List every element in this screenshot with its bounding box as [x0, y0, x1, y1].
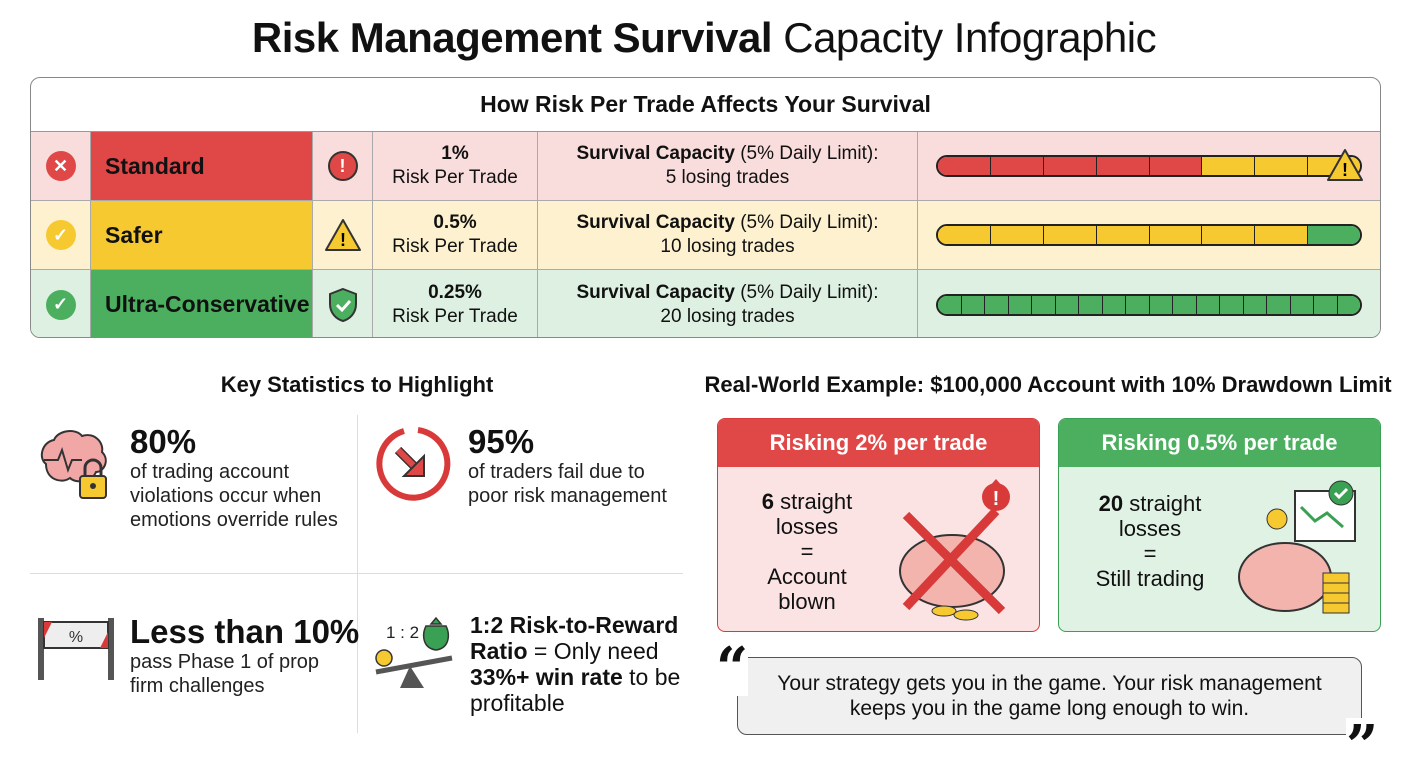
open-quote-icon: “ — [716, 635, 749, 701]
card-header: Risking 2% per trade — [718, 419, 1039, 467]
example-heading: Real-World Example: $100,000 Account wit… — [704, 372, 1392, 397]
table-row: ✕ Standard ! 1% Risk Per Trade Survival C… — [31, 132, 1380, 201]
bar-segment-green — [1079, 295, 1103, 314]
bar-segment-green — [1243, 295, 1267, 314]
divider — [357, 415, 358, 733]
stat-value: 95% — [468, 423, 535, 460]
risk-cell: 0.5% Risk Per Trade — [373, 201, 538, 269]
survival-bar — [936, 293, 1362, 316]
bar-segment-red — [990, 157, 1044, 175]
bar-segment-green — [1126, 295, 1150, 314]
bar-segment-green — [1290, 295, 1314, 314]
bar-segment-green — [1337, 295, 1360, 314]
stats-heading: Key Statistics to Highlight — [220, 372, 494, 397]
bar-segment-green — [1008, 295, 1032, 314]
bar-segment-green — [1314, 295, 1338, 314]
tier-label: Standard — [91, 132, 313, 200]
bar-segment-yellow — [1096, 226, 1150, 244]
bar-segment-green — [961, 295, 985, 314]
downward-arrow-circle-icon — [376, 427, 451, 501]
survival-bar-cell — [918, 201, 1380, 269]
bar-segment-yellow — [1202, 157, 1256, 175]
risk-cell: 1% Risk Per Trade — [373, 132, 538, 200]
svg-text:!: ! — [1342, 160, 1348, 180]
bar-segment-green — [1102, 295, 1126, 314]
survival-bar-cell: ! — [918, 132, 1380, 200]
bar-segment-yellow — [1255, 226, 1309, 244]
percent-banner-icon: % — [38, 618, 114, 680]
card-body: 6 straight losses = Account blown — [761, 489, 853, 614]
scale-money-icon: 1 : 2 — [375, 616, 453, 688]
bar-segment-red — [1096, 157, 1150, 175]
check-circle-icon: ✓ — [31, 201, 91, 269]
svg-text:%: % — [69, 629, 83, 646]
survival-bar — [936, 224, 1362, 246]
stat-less-than-10: % Less than 10% pass Phase 1 of prop firm… — [36, 614, 359, 698]
piggy-bank-coins-icon — [1238, 480, 1356, 614]
stat-text: of trading account violations occur when… — [130, 461, 338, 531]
tier-label: Ultra-Conservative — [91, 270, 313, 337]
check-circle-icon: ✓ — [31, 270, 91, 337]
exclamation-circle-icon: ! — [313, 132, 373, 200]
survival-cell: Survival Capacity (5% Daily Limit): 5 los… — [538, 132, 918, 200]
divider — [30, 573, 683, 574]
bar-segment-yellow — [990, 226, 1044, 244]
bar-segment-yellow — [1043, 226, 1097, 244]
bar-segment-red — [1043, 157, 1097, 175]
warning-triangle-icon: ! — [313, 201, 373, 269]
bar-segment-green — [1055, 295, 1079, 314]
quote-text: Your strategy gets you in the game. Your… — [777, 672, 1322, 720]
brain-lock-icon — [40, 430, 107, 499]
table-row: ✓ Safer ! 0.5% Risk Per Trade Survival Ca… — [31, 201, 1380, 270]
table-header: How Risk Per Trade Affects Your Survival — [31, 78, 1380, 132]
bar-segment-green — [1220, 295, 1244, 314]
card-risk-05: Risking 0.5% per trade 20 straight losses… — [1058, 418, 1381, 632]
stat-risk-reward: 1 : 2 1:2 Risk-to-Reward Ratio = Only ne… — [374, 612, 690, 716]
svg-text:!: ! — [340, 230, 346, 250]
card-risk-2: Risking 2% per trade 6 straight losses = Ac… — [717, 418, 1040, 632]
stat-text: of traders fail due to poor risk managem… — [468, 461, 667, 507]
svg-text:1 : 2: 1 : 2 — [386, 623, 419, 642]
page-title: Risk Management Survival Capacity Infogr… — [251, 14, 1157, 61]
bar-segment-yellow — [938, 226, 991, 244]
shield-check-icon — [313, 270, 373, 337]
survival-bar-cell — [918, 270, 1380, 337]
close-quote-icon: ” — [1346, 713, 1379, 779]
card-header: Risking 0.5% per trade — [1059, 419, 1380, 467]
bar-segment-green — [1308, 226, 1360, 244]
bar-segment-green — [1173, 295, 1197, 314]
stat-value: Less than 10% — [130, 613, 360, 650]
card-body: 20 straight losses = Still trading — [1095, 491, 1205, 591]
warning-triangle-icon: ! — [1326, 148, 1364, 187]
survival-bar — [936, 155, 1362, 177]
risk-table: How Risk Per Trade Affects Your Survival… — [30, 77, 1381, 338]
bar-segment-yellow — [1149, 226, 1203, 244]
bar-segment-yellow — [1202, 226, 1256, 244]
bar-segment-green — [1196, 295, 1220, 314]
svg-text:!: ! — [993, 488, 1000, 510]
bar-segment-green — [1149, 295, 1173, 314]
stat-95: 95% of traders fail due to poor risk mana… — [374, 424, 678, 508]
table-row: ✓ Ultra-Conservative 0.25% Risk Per Trade… — [31, 270, 1380, 337]
bar-segment-green — [1267, 295, 1291, 314]
quote-box: Your strategy gets you in the game. Your… — [737, 657, 1362, 735]
broken-piggy-bank-icon: ! — [899, 479, 1010, 621]
stat-value: 80% — [130, 423, 197, 460]
bar-segment-green — [1032, 295, 1056, 314]
survival-cell: Survival Capacity (5% Daily Limit): 10 lo… — [538, 201, 918, 269]
x-circle-icon: ✕ — [31, 132, 91, 200]
risk-cell: 0.25% Risk Per Trade — [373, 270, 538, 337]
bar-segment-green — [938, 295, 962, 314]
bar-segment-green — [985, 295, 1009, 314]
bar-segment-red — [1149, 157, 1203, 175]
stat-80: 80% of trading account violations occur w… — [36, 424, 345, 532]
bar-segment-red — [938, 157, 991, 175]
tier-label: Safer — [91, 201, 313, 269]
stat-text: pass Phase 1 of prop firm challenges — [130, 651, 320, 697]
bar-segment-yellow — [1255, 157, 1309, 175]
survival-cell: Survival Capacity (5% Daily Limit): 20 lo… — [538, 270, 918, 337]
